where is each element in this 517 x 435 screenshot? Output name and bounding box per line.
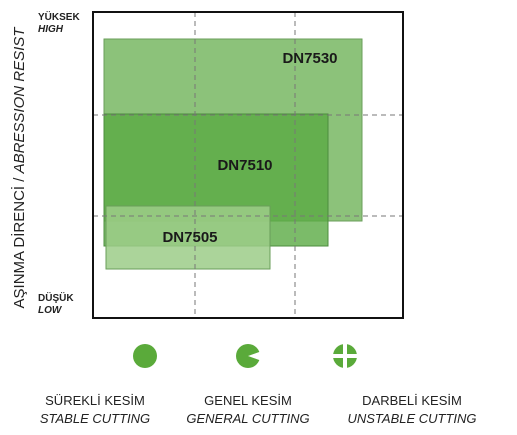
cutting-label: DARBELİ KESİM bbox=[362, 393, 462, 408]
axis-title-tr: AŞINMA DİRENCİ / bbox=[10, 173, 28, 308]
high-label: YÜKSEK bbox=[38, 10, 80, 23]
frame bbox=[92, 11, 404, 319]
cutting-label: SÜREKLİ KESİM bbox=[45, 393, 145, 408]
high-label-en: HIGH bbox=[38, 24, 64, 35]
cutting-label-en: UNSTABLE CUTTING bbox=[347, 411, 476, 426]
product-label: DN7530 bbox=[282, 50, 337, 67]
cutting-icon bbox=[331, 342, 359, 370]
cutting-label: GENEL KESİM bbox=[204, 393, 292, 408]
low-label: DÜŞÜK bbox=[38, 291, 74, 304]
axis-title-en: ABRESSION RESIST bbox=[11, 26, 28, 175]
cutting-icon bbox=[133, 344, 157, 368]
low-label-en: LOW bbox=[38, 305, 63, 316]
product-label: DN7510 bbox=[217, 157, 272, 174]
cutting-label-en: GENERAL CUTTING bbox=[186, 411, 309, 426]
cutting-icon bbox=[236, 344, 262, 368]
product-label: DN7505 bbox=[162, 229, 217, 246]
axis-title: AŞINMA DİRENCİ / ABRESSION RESIST bbox=[10, 26, 28, 309]
cutting-label-en: STABLE CUTTING bbox=[40, 411, 150, 426]
